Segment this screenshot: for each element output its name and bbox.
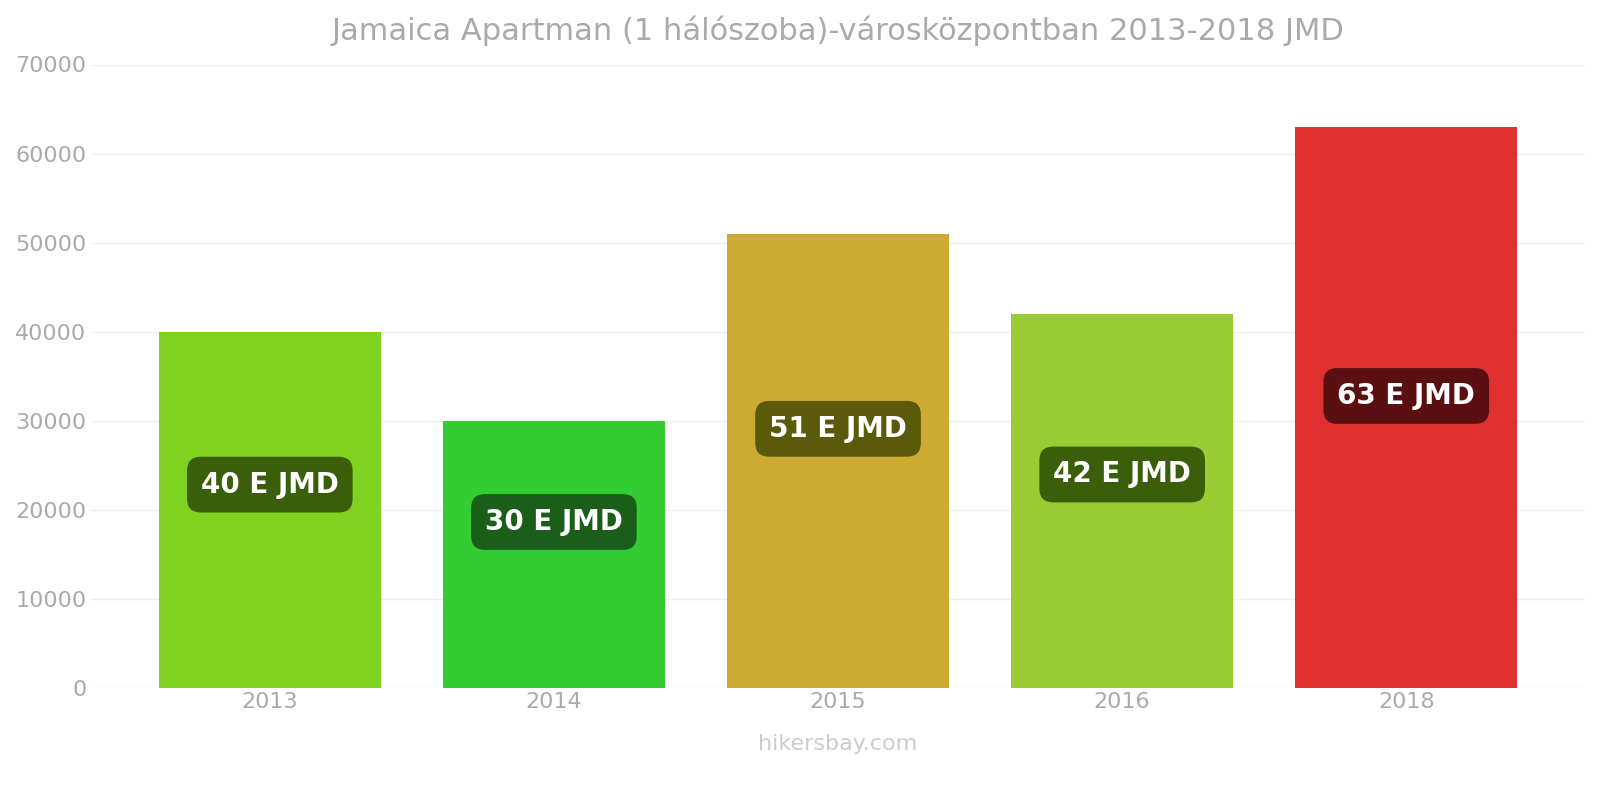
Text: 51 E JMD: 51 E JMD xyxy=(770,415,907,443)
Text: 40 E JMD: 40 E JMD xyxy=(202,470,339,498)
Bar xyxy=(1011,314,1234,687)
Text: 30 E JMD: 30 E JMD xyxy=(485,508,622,536)
Bar xyxy=(158,331,381,687)
Text: 63 E JMD: 63 E JMD xyxy=(1338,382,1475,410)
Bar xyxy=(443,421,664,687)
Title: Jamaica Apartman (1 hálószoba)-városközpontban 2013-2018 JMD: Jamaica Apartman (1 hálószoba)-városközp… xyxy=(331,15,1344,46)
Text: hikersbay.com: hikersbay.com xyxy=(758,734,918,754)
Bar xyxy=(728,234,949,687)
Bar xyxy=(1296,127,1517,687)
Text: 42 E JMD: 42 E JMD xyxy=(1053,461,1190,489)
